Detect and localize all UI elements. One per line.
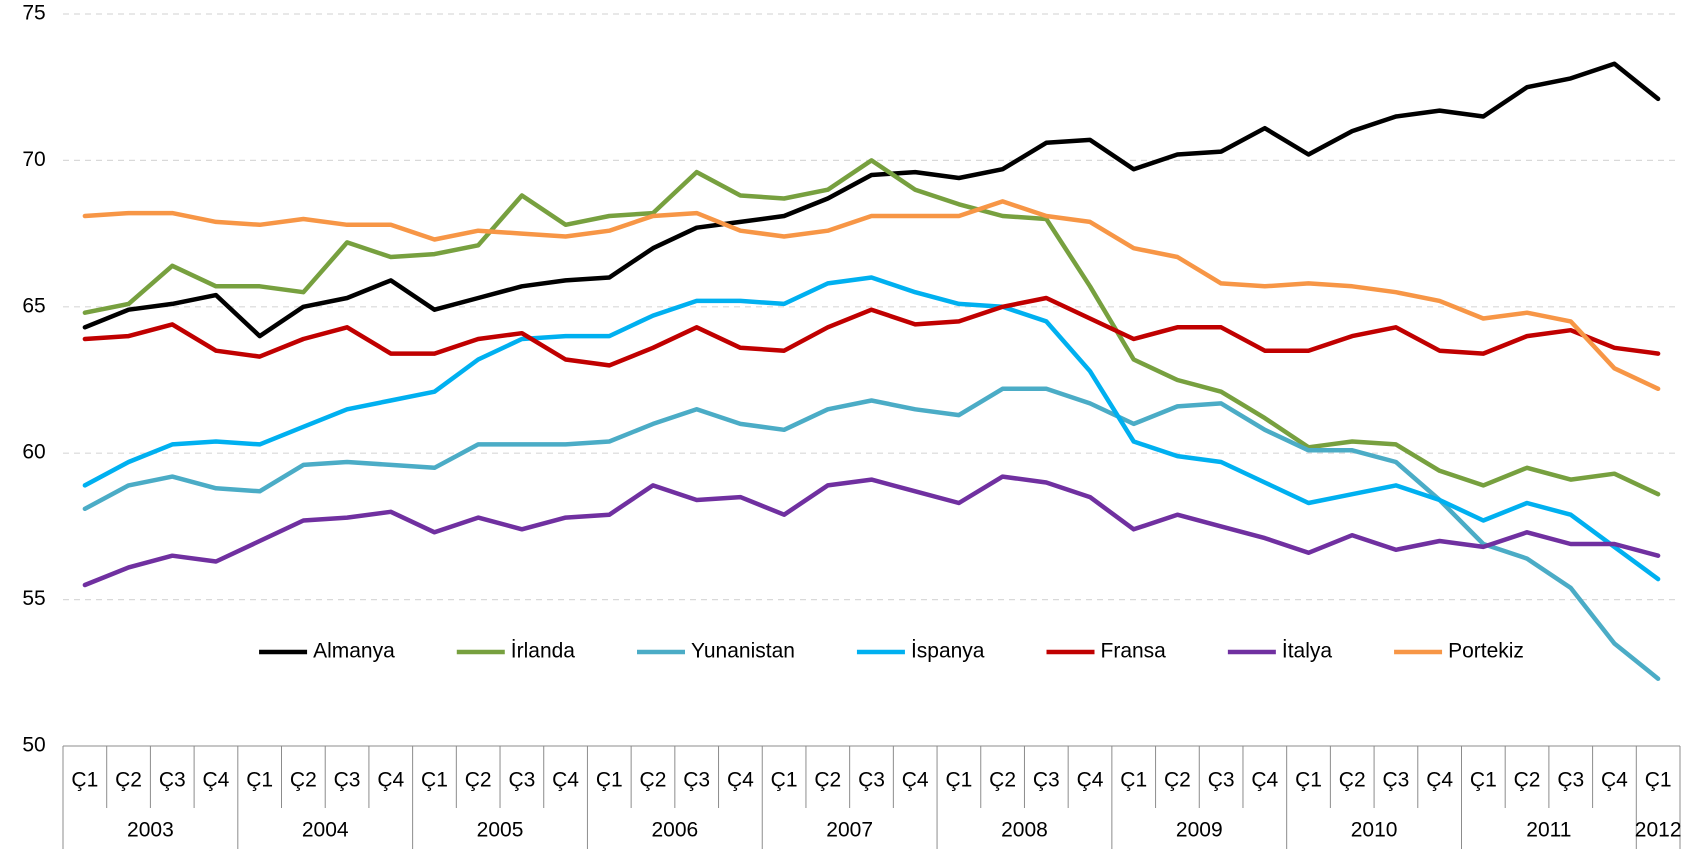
x-tick-label: Ç3 bbox=[1033, 769, 1060, 792]
x-tick-label: Ç2 bbox=[814, 769, 841, 792]
y-tick-label: 75 bbox=[22, 2, 45, 25]
x-tick-label: Ç3 bbox=[159, 769, 186, 792]
y-tick-label: 50 bbox=[22, 734, 45, 757]
x-tick-label: Ç1 bbox=[1295, 769, 1322, 792]
series-line bbox=[82, 199, 1661, 392]
series-line bbox=[82, 474, 1661, 588]
x-tick-label: Ç1 bbox=[246, 769, 273, 792]
x-group-label: 2008 bbox=[1001, 819, 1048, 842]
x-tick-label: Ç4 bbox=[552, 769, 579, 792]
series-line bbox=[82, 158, 1661, 497]
x-group-label: 2006 bbox=[651, 819, 698, 842]
legend-label: İspanya bbox=[911, 640, 985, 663]
x-group-label: 2005 bbox=[477, 819, 524, 842]
legend-label: Fransa bbox=[1101, 640, 1167, 663]
x-tick-label: Ç4 bbox=[727, 769, 754, 792]
x-tick-label: Ç2 bbox=[115, 769, 142, 792]
x-tick-label: Ç1 bbox=[71, 769, 98, 792]
y-tick-label: 70 bbox=[22, 148, 45, 171]
x-tick-label: Ç2 bbox=[640, 769, 667, 792]
x-tick-label: Ç1 bbox=[1120, 769, 1147, 792]
x-tick-label: Ç2 bbox=[1339, 769, 1366, 792]
x-tick-label: Ç2 bbox=[1164, 769, 1191, 792]
x-group-label: 2004 bbox=[302, 819, 349, 842]
x-tick-label: Ç2 bbox=[465, 769, 492, 792]
x-group-label: 2009 bbox=[1176, 819, 1223, 842]
x-tick-label: Ç3 bbox=[508, 769, 535, 792]
x-tick-label: Ç3 bbox=[1383, 769, 1410, 792]
x-group-label: 2003 bbox=[127, 819, 174, 842]
x-tick-label: Ç3 bbox=[683, 769, 710, 792]
x-tick-label: Ç4 bbox=[1426, 769, 1453, 792]
x-tick-label: Ç3 bbox=[858, 769, 885, 792]
x-tick-label: Ç4 bbox=[377, 769, 404, 792]
series-line bbox=[82, 275, 1661, 582]
x-group-label: 2012 bbox=[1635, 819, 1682, 842]
series-line bbox=[82, 295, 1661, 368]
x-tick-label: Ç4 bbox=[1077, 769, 1104, 792]
x-tick-label: Ç3 bbox=[1557, 769, 1584, 792]
x-tick-label: Ç4 bbox=[1251, 769, 1278, 792]
legend-label: Almanya bbox=[313, 640, 395, 663]
y-tick-label: 60 bbox=[22, 441, 45, 464]
x-group-label: 2007 bbox=[826, 819, 873, 842]
x-tick-label: Ç1 bbox=[945, 769, 972, 792]
y-tick-label: 55 bbox=[22, 587, 45, 610]
x-tick-label: Ç4 bbox=[203, 769, 230, 792]
legend-label: İtalya bbox=[1282, 640, 1333, 663]
legend-label: Yunanistan bbox=[691, 640, 795, 663]
x-tick-label: Ç2 bbox=[1514, 769, 1541, 792]
x-group-label: 2011 bbox=[1526, 819, 1571, 842]
legend-label: Portekiz bbox=[1448, 640, 1524, 663]
x-group-label: 2010 bbox=[1351, 819, 1398, 842]
y-tick-label: 65 bbox=[22, 294, 45, 317]
x-tick-label: Ç1 bbox=[596, 769, 623, 792]
legend-label: İrlanda bbox=[511, 640, 576, 663]
x-tick-label: Ç4 bbox=[1601, 769, 1628, 792]
x-tick-label: Ç1 bbox=[1470, 769, 1497, 792]
x-tick-label: Ç4 bbox=[902, 769, 929, 792]
x-tick-label: Ç3 bbox=[1208, 769, 1235, 792]
x-tick-label: Ç1 bbox=[1645, 769, 1672, 792]
x-tick-label: Ç2 bbox=[989, 769, 1016, 792]
x-tick-label: Ç2 bbox=[290, 769, 317, 792]
x-tick-label: Ç1 bbox=[421, 769, 448, 792]
x-tick-label: Ç3 bbox=[334, 769, 361, 792]
series-line bbox=[82, 61, 1661, 339]
x-tick-label: Ç1 bbox=[771, 769, 798, 792]
series-line bbox=[82, 386, 1661, 681]
